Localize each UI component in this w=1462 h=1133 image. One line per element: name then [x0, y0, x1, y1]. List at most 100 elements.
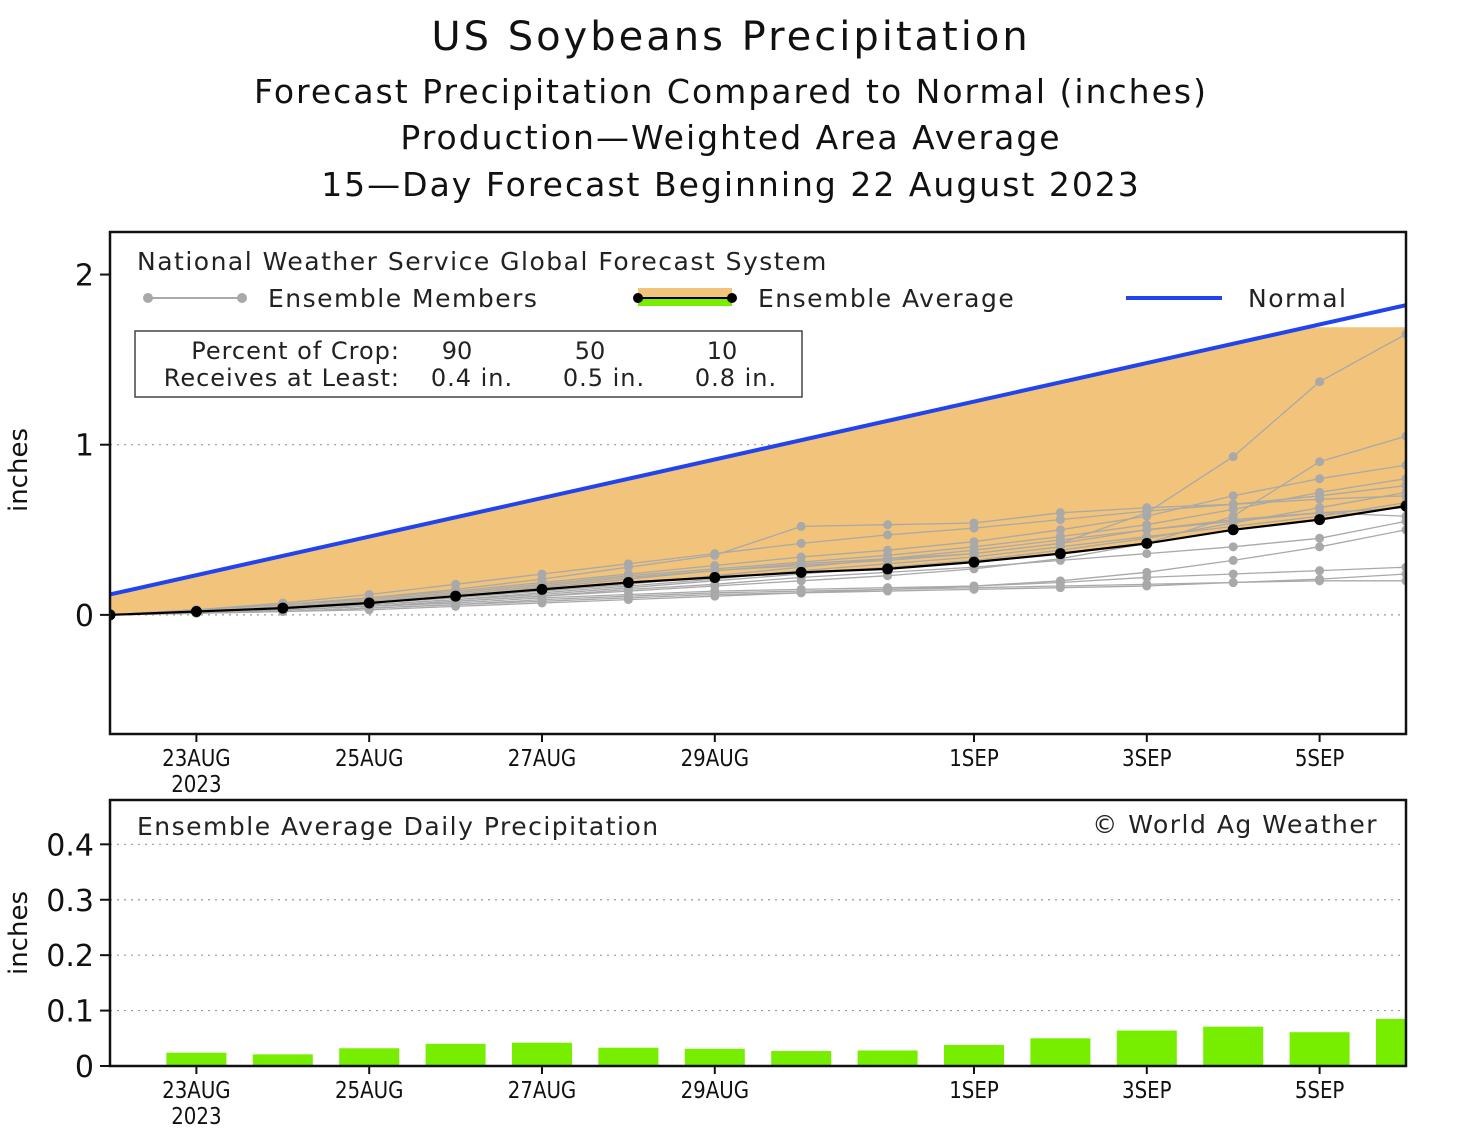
title-main: US Soybeans Precipitation: [431, 14, 1030, 60]
bottom-y-tick-label: 0.3: [46, 884, 94, 919]
ensemble-average-point: [536, 583, 548, 595]
daily-precip-bar: [425, 1043, 486, 1066]
ensemble-average-point: [450, 590, 462, 602]
ensemble-members: [110, 329, 1406, 618]
legend-average-key: [633, 288, 737, 306]
top-x-tick-sublabel: 2023: [171, 772, 221, 799]
crop-amount-2: 0.5 in.: [563, 364, 645, 392]
bottom-gridlines: [110, 843, 1406, 1012]
bottom-y-tick-label: 0.1: [46, 995, 94, 1030]
ensemble-average-point: [1400, 500, 1406, 512]
ensemble-member-point: [1315, 576, 1325, 586]
daily-precip-bar: [944, 1044, 1004, 1066]
ensemble-average-point: [709, 571, 721, 583]
ensemble-member-point: [796, 521, 806, 531]
daily-precip-bar: [1203, 1026, 1264, 1066]
ensemble-member-point: [969, 583, 979, 593]
daily-precip-bar: [339, 1048, 400, 1066]
normal-line: [110, 303, 1406, 597]
ensemble-member-point: [1055, 508, 1065, 518]
bottom-panel-title: Ensemble Average Daily Precipitation: [137, 812, 660, 841]
ensemble-member-line: [110, 580, 1406, 616]
title-sub-2: Production—Weighted Area Average: [400, 118, 1061, 157]
ensemble-member-point: [883, 554, 893, 564]
bottom-x-tick-label: 5SEP: [1295, 1078, 1345, 1105]
ensemble-member-point: [451, 579, 461, 589]
ensemble-member-point: [710, 588, 720, 598]
normal-vs-average-fill: [110, 327, 1406, 615]
daily-precip-bar: [1030, 1038, 1091, 1066]
ensemble-member-point: [1055, 525, 1065, 535]
top-x-tick-label: 25AUG: [335, 746, 403, 773]
daily-precip-bar: [1289, 1032, 1350, 1066]
bottom-y-axis: 0 0.1 0.2 0.3 0.4: [46, 828, 110, 1085]
bottom-x-tick-label: 27AUG: [508, 1078, 576, 1105]
bottom-x-tick-label: 23AUG: [162, 1078, 230, 1105]
ensemble-average-point: [882, 563, 894, 575]
top-x-tick-label: 27AUG: [508, 746, 576, 773]
ensemble-average-point: [622, 577, 634, 589]
ensemble-average-point: [110, 609, 116, 621]
ensemble-member-point: [1315, 533, 1325, 543]
crop-amount-3: 0.8 in.: [695, 364, 777, 392]
crop-percent-table: Percent of Crop: Receives at Least: 90 5…: [134, 330, 803, 398]
ensemble-member-line: [110, 478, 1406, 616]
top-y-tick-label: 2: [75, 259, 94, 294]
daily-bars: [166, 1018, 1406, 1066]
bottom-y-axis-label: inches: [4, 891, 34, 975]
daily-precip-bar: [512, 1042, 572, 1066]
legend-members-key: [143, 293, 247, 303]
legend-members-label: Ensemble Members: [268, 284, 538, 313]
top-y-axis: 0 1 2: [75, 259, 110, 634]
ensemble-member-point: [1315, 566, 1325, 576]
legend-average-label: Ensemble Average: [758, 284, 1015, 313]
daily-precip-bar: [252, 1054, 313, 1066]
title-sub-3: 15—Day Forecast Beginning 22 August 2023: [321, 165, 1141, 204]
ensemble-average-point: [277, 602, 289, 614]
ensemble-member-point: [883, 545, 893, 555]
ensemble-member-point: [883, 520, 893, 530]
ensemble-average-point: [1141, 537, 1153, 549]
ensemble-member-point: [1142, 511, 1152, 521]
bottom-y-tick-label: 0.4: [46, 828, 94, 863]
ensemble-average-point: [1054, 548, 1066, 560]
top-y-axis-label: inches: [4, 428, 34, 512]
ensemble-member-point: [1055, 535, 1065, 545]
top-plot-frame: [108, 230, 1408, 736]
legend: National Weather Service Global Forecast…: [137, 247, 1346, 313]
ensemble-member-point: [1055, 581, 1065, 591]
bottom-x-tick-sublabel: 2023: [171, 1104, 221, 1131]
ensemble-member-point: [1315, 457, 1325, 467]
legend-source: National Weather Service Global Forecast…: [137, 247, 828, 276]
daily-precip-bar: [1376, 1018, 1406, 1066]
crop-row1-label: Percent of Crop:: [191, 337, 400, 365]
ensemble-member-point: [1142, 525, 1152, 535]
ensemble-member-point: [1228, 542, 1238, 552]
daily-precip-bar: [598, 1047, 659, 1066]
top-y-tick-label: 0: [75, 599, 94, 634]
ensemble-member-point: [1142, 567, 1152, 577]
ensemble-member-point: [969, 523, 979, 533]
top-x-tick-label: 3SEP: [1122, 746, 1172, 773]
ensemble-member-line: [110, 529, 1406, 616]
ensemble-member-point: [796, 586, 806, 596]
daily-precip-bar: [1116, 1030, 1177, 1066]
ensemble-member-point: [1228, 491, 1238, 501]
ensemble-member-point: [1315, 491, 1325, 501]
crop-percent-2: 50: [575, 337, 606, 365]
ensemble-average-point: [190, 605, 202, 617]
ensemble-member-point: [796, 538, 806, 548]
bottom-y-tick-label: 0.2: [46, 939, 94, 974]
top-x-tick-label: 23AUG: [162, 746, 230, 773]
ensemble-member-point: [969, 537, 979, 547]
ensemble-member-point: [537, 595, 547, 605]
ensemble-average: [110, 500, 1406, 621]
ensemble-average-line: [110, 504, 1406, 616]
ensemble-member-line: [110, 507, 1406, 616]
ensemble-member-point: [1315, 542, 1325, 552]
ensemble-member-point: [1228, 569, 1238, 579]
crop-percent-3: 10: [707, 337, 738, 365]
bottom-x-tick-label: 3SEP: [1122, 1078, 1172, 1105]
ensemble-member-point: [710, 561, 720, 571]
ensemble-member-line: [110, 464, 1406, 616]
